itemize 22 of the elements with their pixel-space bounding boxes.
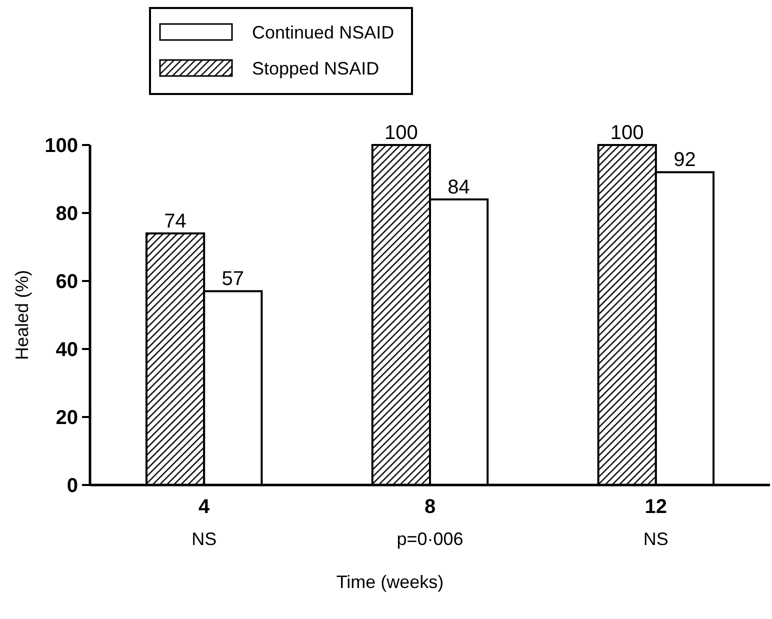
text: NS — [643, 529, 668, 549]
data-label: 57 — [222, 268, 244, 290]
legend-label: Continued NSAID — [252, 22, 394, 42]
x-tick-label: 12 — [644, 496, 668, 518]
text: NS — [192, 529, 217, 549]
y-tick-label: 100 — [44, 135, 78, 157]
y-tick-label: 60 — [56, 271, 78, 293]
y-tick-label: 80 — [56, 203, 78, 225]
data-label: 84 — [448, 176, 470, 198]
y-tick-label: 0 — [66, 475, 78, 497]
x-tick-label: 4 — [198, 496, 211, 518]
y-tick-label: 20 — [56, 407, 78, 429]
y-tick-label: 40 — [56, 339, 78, 361]
data-label: 74 — [164, 210, 186, 232]
legend-label: Stopped NSAID — [252, 58, 380, 78]
x-tick-label: 8 — [424, 496, 436, 518]
y-axis-title: Healed (%) — [12, 270, 32, 360]
data-label: 100 — [384, 122, 418, 144]
data-label: 92 — [674, 149, 696, 172]
x-axis-title: Time (weeks) — [336, 572, 444, 592]
data-label: 100 — [610, 122, 644, 144]
text: p=0·006 — [396, 529, 464, 549]
